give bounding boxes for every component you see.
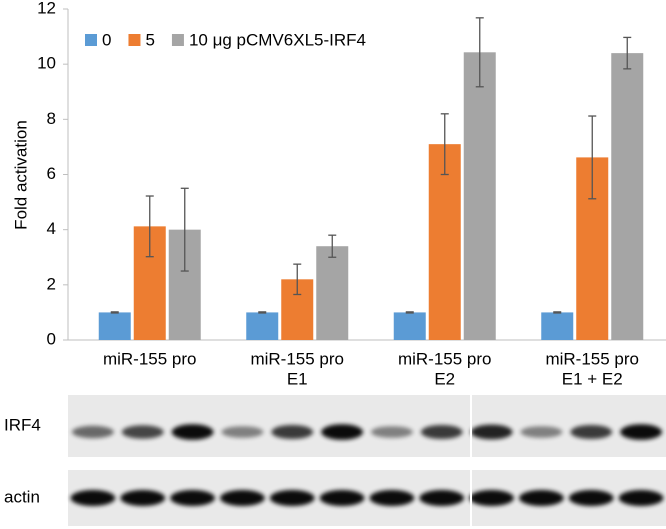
error-bar	[440, 113, 449, 176]
blot-band	[469, 490, 515, 506]
error-bar	[328, 234, 337, 258]
legend-label: 0	[102, 30, 111, 49]
bar	[246, 312, 279, 340]
blot-band	[518, 490, 564, 506]
y-tick-label: 2	[47, 274, 56, 293]
legend-label: 10 μg pCMV6XL5-IRF4	[189, 30, 366, 49]
blot-band	[370, 426, 413, 438]
x-tick-label: E2	[434, 369, 455, 388]
bar	[463, 52, 496, 340]
blot-band	[171, 424, 214, 440]
blot-panel	[68, 395, 666, 457]
blot-band	[219, 490, 265, 506]
y-tick-label: 12	[37, 0, 56, 17]
y-tick-label: 6	[47, 164, 56, 183]
y-tick-label: 8	[47, 109, 56, 128]
x-tick-label: miR-155 pro	[398, 349, 492, 368]
blot-label: IRF4	[4, 415, 41, 434]
legend-swatch	[85, 34, 97, 46]
x-tick-label: E1	[287, 369, 308, 388]
error-bar	[588, 115, 597, 200]
bar	[393, 312, 426, 340]
error-bar	[405, 311, 414, 314]
error-bar	[553, 311, 562, 314]
blot-band	[321, 424, 364, 440]
bar	[316, 246, 349, 340]
y-axis-label: Fold activation	[11, 120, 30, 230]
blot-band	[221, 426, 264, 438]
blot-label: actin	[4, 487, 40, 506]
error-bar	[623, 36, 632, 70]
bar	[98, 312, 131, 340]
error-bar	[258, 311, 267, 314]
y-tick-label: 4	[47, 219, 56, 238]
error-bar	[475, 17, 484, 88]
error-bar	[180, 187, 189, 272]
x-tick-label: miR-155 pro	[103, 349, 197, 368]
blot-band	[170, 490, 216, 506]
blot-band	[420, 425, 463, 439]
blot-band	[620, 424, 663, 440]
blot-band	[419, 490, 465, 506]
y-tick-label: 0	[47, 329, 56, 348]
x-tick-label: miR-155 pro	[545, 349, 639, 368]
blot-band	[120, 490, 166, 506]
blot-band	[271, 425, 314, 439]
error-bar	[110, 311, 119, 314]
blot-band	[570, 425, 613, 439]
x-tick-label: E1 + E2	[562, 369, 623, 388]
blot-band	[269, 490, 315, 506]
bar	[611, 53, 644, 341]
y-tick-label: 10	[37, 54, 56, 73]
blot-band	[70, 490, 116, 506]
error-bar	[145, 195, 154, 258]
blot-band	[71, 425, 114, 439]
blot-panel	[68, 470, 666, 526]
bar	[541, 312, 574, 340]
error-bar	[293, 263, 302, 296]
legend-swatch	[128, 34, 141, 46]
blot-band	[470, 424, 513, 440]
legend-swatch	[171, 34, 184, 46]
blot-band	[319, 490, 365, 506]
bar	[428, 144, 461, 340]
legend-label: 5	[145, 30, 154, 49]
blot-band	[121, 425, 164, 439]
blot-band	[520, 426, 563, 438]
blot-band	[369, 490, 415, 506]
blot-band	[568, 490, 614, 506]
x-tick-label: miR-155 pro	[250, 349, 344, 368]
blot-band	[618, 490, 664, 506]
